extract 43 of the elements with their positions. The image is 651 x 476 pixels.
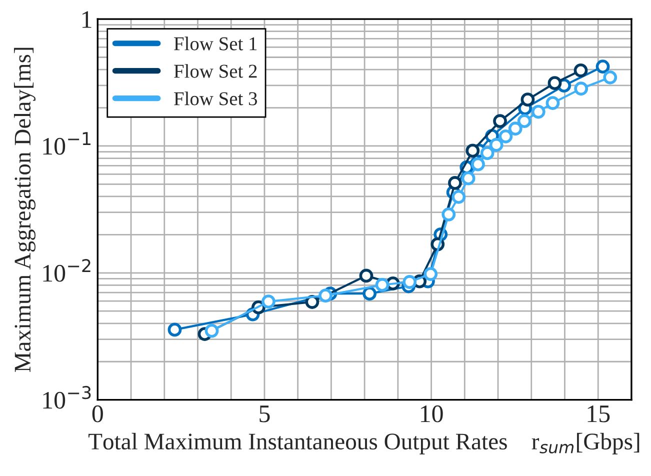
point: [442, 207, 456, 222]
y-axis-title: Maximum Aggregation Delay[ms]: [14, 48, 36, 372]
point: [471, 157, 485, 172]
point: [520, 92, 535, 107]
point: [546, 96, 560, 110]
point: [493, 114, 507, 128]
point: [531, 104, 546, 119]
point: [318, 288, 332, 303]
legend-label: Flow Set 2: [174, 64, 257, 78]
y-tick-label: 10$^{−2}$: [43, 258, 90, 282]
point: [204, 324, 219, 338]
point: [448, 176, 462, 190]
point: [480, 146, 494, 160]
x-tick-label: 10: [420, 405, 443, 422]
y-tick-label: 10$^{−1}$: [43, 132, 90, 155]
y-tick-label: 10$^{−3}$: [43, 386, 91, 409]
point: [574, 82, 588, 96]
point: [489, 138, 504, 152]
point: [466, 144, 480, 158]
point: [375, 278, 390, 292]
legend-label: Flow Set 1: [174, 36, 257, 50]
point: [574, 63, 588, 78]
point: [517, 114, 532, 128]
y-tick-label: 1: [82, 11, 92, 28]
x-axis-title: Total Maximum Instantaneous Output Rates r$_{sum}$[Gbps]: [88, 432, 640, 454]
point: [548, 76, 562, 90]
point: [603, 70, 618, 84]
point: [168, 322, 182, 337]
x-tick-label: 5: [260, 406, 270, 422]
point: [262, 294, 276, 308]
point: [305, 295, 320, 309]
point: [508, 122, 522, 136]
x-tick-label: 15: [588, 406, 610, 422]
point: [461, 171, 476, 186]
legend-label: Flow Set 3: [174, 92, 257, 106]
point: [362, 286, 377, 301]
x-tick-label: 0: [92, 405, 103, 422]
point: [596, 60, 610, 74]
point: [498, 129, 513, 144]
point: [402, 275, 417, 289]
point: [452, 190, 466, 204]
point: [359, 268, 374, 283]
point: [424, 267, 438, 281]
